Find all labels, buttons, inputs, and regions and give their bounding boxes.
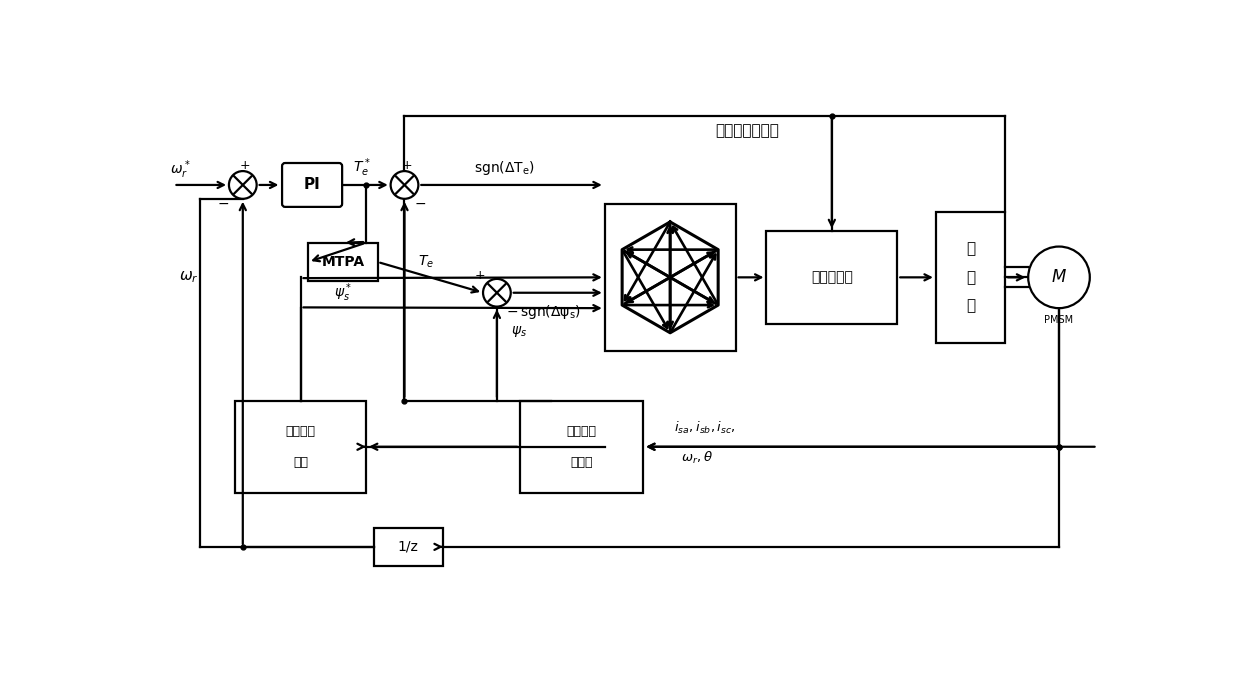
Bar xyxy=(373,528,443,566)
Text: $\omega_r^*$: $\omega_r^*$ xyxy=(170,158,190,181)
Text: $T_e^*$: $T_e^*$ xyxy=(353,157,371,180)
Bar xyxy=(520,400,644,493)
Text: 占空比计算: 占空比计算 xyxy=(811,271,853,284)
Text: MTPA: MTPA xyxy=(321,255,365,269)
Text: $\rm{sgn}(\Delta \psi_s)$: $\rm{sgn}(\Delta \psi_s)$ xyxy=(521,303,582,321)
Text: 器: 器 xyxy=(966,298,975,314)
Text: −: − xyxy=(506,305,518,319)
Text: PI: PI xyxy=(304,178,320,192)
Text: 磁链扇区: 磁链扇区 xyxy=(285,425,315,438)
Text: $\omega_r,\theta$: $\omega_r,\theta$ xyxy=(681,450,713,466)
Bar xyxy=(236,400,366,493)
Text: $T_e$: $T_e$ xyxy=(418,254,434,270)
Text: −: − xyxy=(218,197,229,211)
Text: +: + xyxy=(475,269,485,282)
Bar xyxy=(766,231,898,323)
Text: $\rm{sgn}(\Delta T_e)$: $\rm{sgn}(\Delta T_e)$ xyxy=(474,159,534,177)
Text: 计算: 计算 xyxy=(293,456,308,468)
Text: $\psi_s^*$: $\psi_s^*$ xyxy=(334,281,352,304)
Bar xyxy=(936,212,1006,343)
Circle shape xyxy=(1028,246,1090,308)
Text: 磁链、转: 磁链、转 xyxy=(567,425,596,438)
Text: 逆: 逆 xyxy=(966,241,975,256)
Circle shape xyxy=(391,171,418,199)
Text: 电压矢量选择表: 电压矢量选择表 xyxy=(715,124,779,138)
Text: $\psi_s$: $\psi_s$ xyxy=(511,324,527,339)
Text: $M$: $M$ xyxy=(1052,269,1066,286)
Text: 变: 变 xyxy=(966,270,975,285)
Text: 矩计算: 矩计算 xyxy=(570,456,593,468)
Text: +: + xyxy=(402,159,412,172)
Text: +: + xyxy=(239,159,250,172)
Text: 1/z: 1/z xyxy=(398,540,419,554)
Bar xyxy=(605,205,735,350)
Circle shape xyxy=(484,279,511,306)
Text: $i_{sa},i_{sb},i_{sc},$: $i_{sa},i_{sb},i_{sc},$ xyxy=(673,419,735,435)
Circle shape xyxy=(229,171,257,199)
Bar xyxy=(309,243,377,281)
Text: PMSM: PMSM xyxy=(1044,315,1074,325)
FancyBboxPatch shape xyxy=(281,163,342,207)
Text: $\omega_r$: $\omega_r$ xyxy=(179,269,198,286)
Text: −: − xyxy=(414,197,425,211)
